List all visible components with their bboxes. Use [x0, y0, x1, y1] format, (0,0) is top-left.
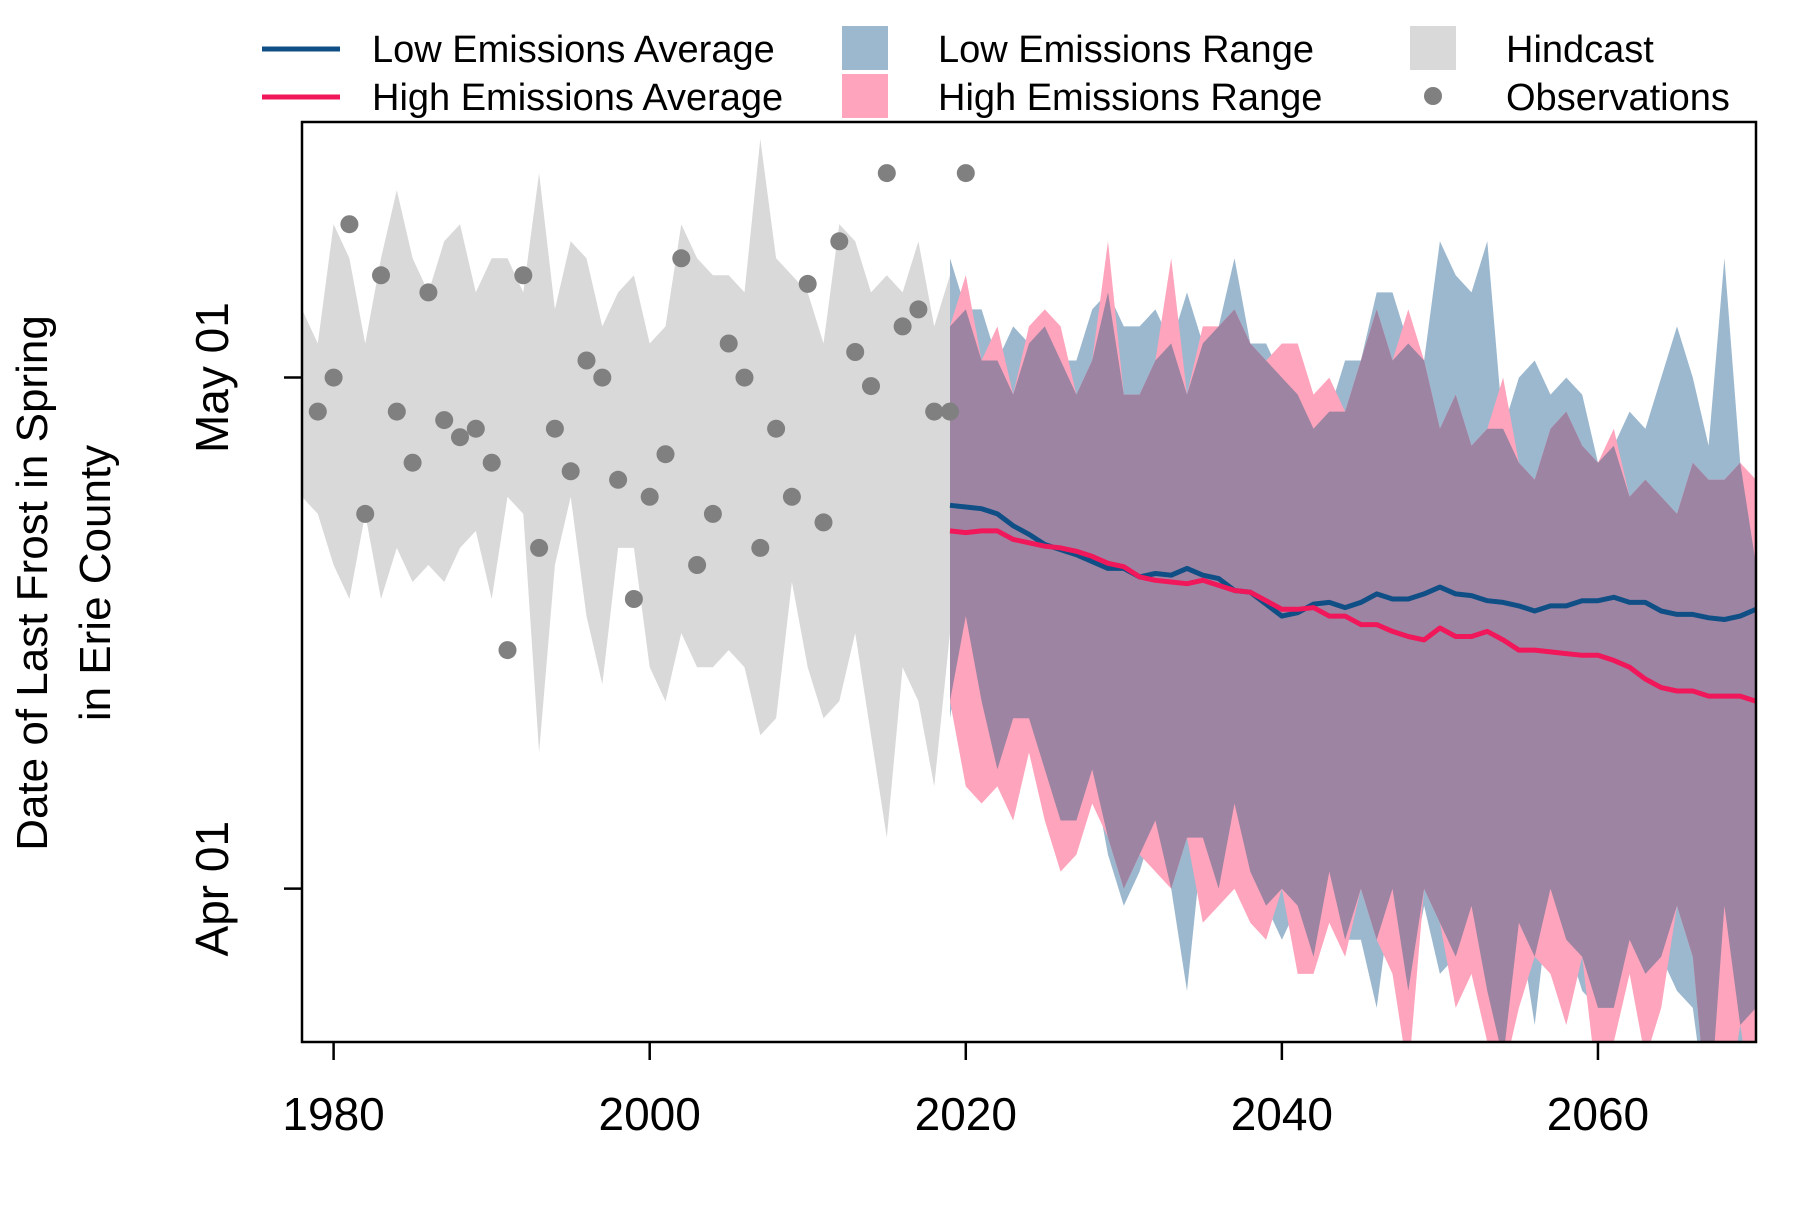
- observation-point: [451, 428, 469, 447]
- observation-point: [624, 590, 643, 608]
- observation-point: [435, 411, 454, 430]
- observation-point: [846, 343, 865, 361]
- observation-point: [877, 164, 896, 183]
- observation-point: [545, 419, 564, 438]
- x-tick-label: 2040: [1231, 1088, 1333, 1140]
- observation-point: [782, 487, 801, 506]
- plot-frame: [300, 120, 1758, 1044]
- low-emissions-average-line: [949, 502, 1756, 622]
- x-tick-label: 1980: [282, 1088, 384, 1140]
- x-tick-label: 2020: [915, 1088, 1017, 1140]
- legend: Low Emissions Average High Emissions Ave…: [262, 26, 1730, 119]
- observation-point: [941, 402, 959, 421]
- observation-point: [482, 453, 501, 472]
- observation-point: [798, 274, 817, 293]
- observation-point: [925, 402, 944, 421]
- observation-point: [893, 317, 912, 336]
- observation-point: [308, 402, 327, 421]
- y-axis-title: Date of Last Frost in Spring in Erie Cou…: [8, 315, 120, 851]
- observation-point: [609, 470, 628, 489]
- high-emissions-average-line: [949, 528, 1756, 704]
- observation-point: [830, 232, 849, 251]
- observation-point: [751, 538, 770, 557]
- observation-point: [514, 266, 533, 285]
- observation-point: [703, 504, 722, 523]
- observation-point: [356, 504, 375, 523]
- observation-point: [561, 462, 580, 481]
- y-tick-label: May 01: [186, 302, 238, 453]
- legend-low-avg-label: Low Emissions Average: [372, 29, 775, 71]
- observation-point: [372, 266, 390, 285]
- observation-point: [577, 351, 596, 370]
- legend-high-avg-label: High Emissions Average: [372, 77, 783, 119]
- legend-low-range-swatch: [842, 26, 888, 70]
- observation-point: [593, 368, 612, 387]
- y-tick-label: Apr 01: [186, 821, 238, 957]
- observation-point: [688, 556, 707, 574]
- observation-point: [324, 368, 343, 387]
- observation-point: [862, 377, 880, 396]
- observation-point: [498, 641, 517, 660]
- plot-area: [302, 139, 1756, 1042]
- observation-point: [656, 445, 675, 464]
- legend-observations-swatch: [1424, 87, 1442, 105]
- observation-point: [640, 487, 659, 506]
- observation-point: [530, 538, 549, 557]
- legend-hindcast-label: Hindcast: [1506, 29, 1654, 71]
- y-axis-title-line-2: in Erie County: [71, 445, 120, 721]
- observation-point: [735, 368, 754, 387]
- observation-point: [387, 402, 406, 421]
- observation-point: [719, 334, 738, 353]
- x-tick-label: 2000: [599, 1088, 701, 1140]
- observation-point: [403, 453, 422, 472]
- x-tick-label: 2060: [1547, 1088, 1649, 1140]
- observation-point: [909, 300, 928, 319]
- legend-high-range-swatch: [842, 74, 888, 118]
- observation-point: [340, 215, 359, 234]
- legend-hindcast-swatch: [1410, 26, 1456, 70]
- observation-point: [767, 419, 786, 438]
- observation-point: [419, 283, 438, 302]
- y-axis-title-line-1: Date of Last Frost in Spring: [8, 315, 57, 851]
- observation-point: [956, 164, 975, 183]
- legend-high-range-label: High Emissions Range: [938, 77, 1322, 119]
- y-axis: Apr 01 May 01: [186, 302, 302, 956]
- x-axis: 1980 2000 2020 2040 2060: [282, 1042, 1649, 1140]
- legend-low-range-label: Low Emissions Range: [938, 29, 1314, 71]
- observation-point: [466, 419, 485, 438]
- observation-point: [672, 249, 691, 268]
- range-overlap-band: [950, 292, 1756, 1042]
- observation-point: [814, 513, 833, 532]
- hindcast-band: [302, 139, 950, 838]
- legend-observations-label: Observations: [1506, 77, 1730, 119]
